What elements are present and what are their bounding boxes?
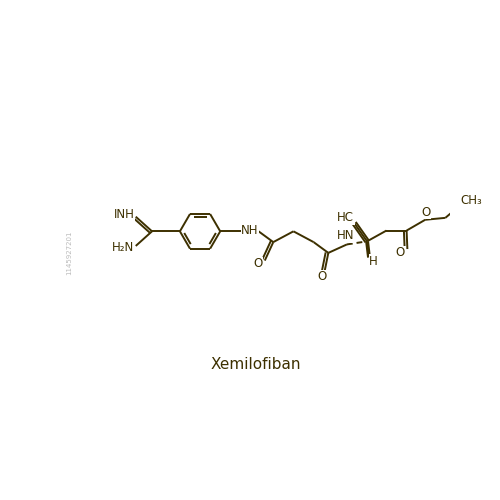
Text: INH: INH: [114, 208, 134, 222]
Text: H: H: [370, 255, 378, 268]
Text: NH: NH: [242, 224, 259, 237]
Text: 1145927201: 1145927201: [66, 230, 72, 275]
Text: O: O: [318, 270, 327, 283]
Text: H₂N: H₂N: [112, 242, 134, 254]
Text: O: O: [422, 206, 430, 218]
Text: HC: HC: [337, 211, 354, 224]
Text: O: O: [396, 246, 405, 260]
Text: HN: HN: [336, 230, 354, 242]
Text: CH₃: CH₃: [460, 194, 482, 207]
Text: O: O: [253, 257, 262, 270]
Text: Xemilofiban: Xemilofiban: [211, 356, 302, 372]
